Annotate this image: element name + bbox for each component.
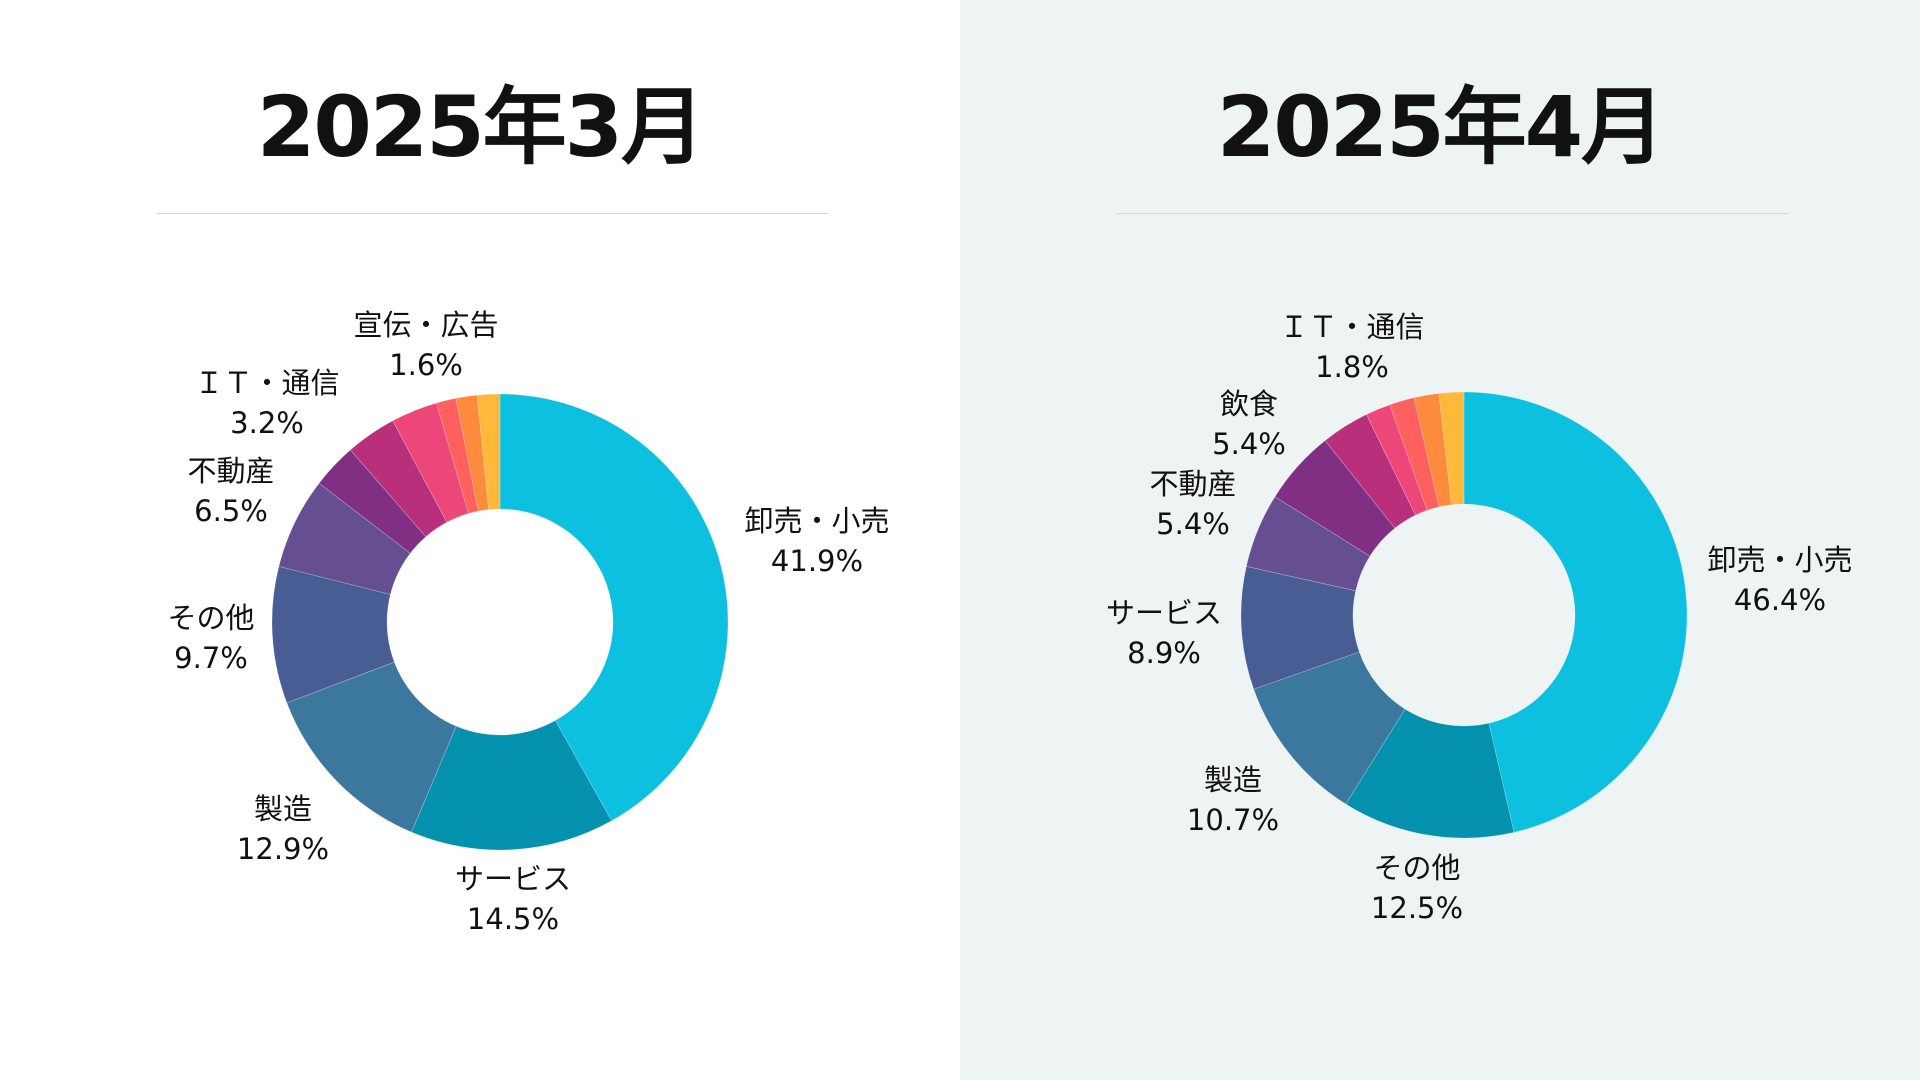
donut-slice-4 (278, 482, 411, 595)
donut-slice-3 (1240, 565, 1360, 690)
data-label: 卸売・小売 46.4% (1707, 543, 1853, 617)
donut-slice (392, 402, 469, 523)
donut-slice (1389, 397, 1440, 511)
donut-slice-0 (499, 393, 729, 822)
data-label: その他 9.7% (167, 601, 255, 675)
data-label: 不動産 5.4% (1149, 467, 1237, 541)
donut-slice (349, 420, 448, 538)
chart-title: 2025年3月 (256, 78, 705, 176)
donut-slice-5 (318, 449, 427, 554)
data-label: その他 12.5% (1370, 851, 1464, 925)
data-label: 製造 10.7% (1186, 763, 1280, 837)
data-label: ＩＴ・通信 1.8% (1279, 310, 1425, 384)
data-label: 飲食 5.4% (1212, 387, 1286, 461)
chart-title: 2025年4月 (1216, 78, 1665, 176)
donut-slice-2 (286, 661, 457, 833)
donut-slice-5 (1274, 440, 1396, 557)
donut-slice-10 (476, 393, 501, 510)
data-label: 卸売・小売 41.9% (744, 504, 890, 578)
data-label: サービス 14.5% (454, 862, 572, 936)
donut-slice-1 (411, 720, 613, 851)
donut-slice-0 (1463, 391, 1688, 833)
donut-slice-2 (1253, 651, 1406, 805)
donut-chart-april (1240, 391, 1688, 839)
donut-slice (455, 394, 489, 512)
data-label: サービス 8.9% (1105, 596, 1223, 670)
donut-slice (1324, 414, 1416, 529)
divider (1117, 213, 1789, 214)
divider (157, 213, 829, 214)
donut-chart-march (271, 393, 729, 851)
data-label: 製造 12.9% (236, 792, 330, 866)
data-label: 宣伝・広告 1.6% (353, 308, 499, 382)
donut-slice-3 (271, 566, 395, 704)
april-panel: 2025年4月 卸売・小売 46.4% その他 12.5% 製造 10.7% サービス… (960, 0, 1920, 1080)
data-label: ＩＴ・通信 3.2% (194, 366, 340, 440)
donut-slice-1 (1345, 708, 1515, 839)
march-panel: 2025年3月 卸売・小売 41.9% サービス 14.5% 製造 12.9% その他… (157, 78, 890, 936)
data-label: 不動産 6.5% (187, 454, 275, 528)
donut-slice (436, 397, 479, 514)
donut-slice (1438, 391, 1465, 506)
